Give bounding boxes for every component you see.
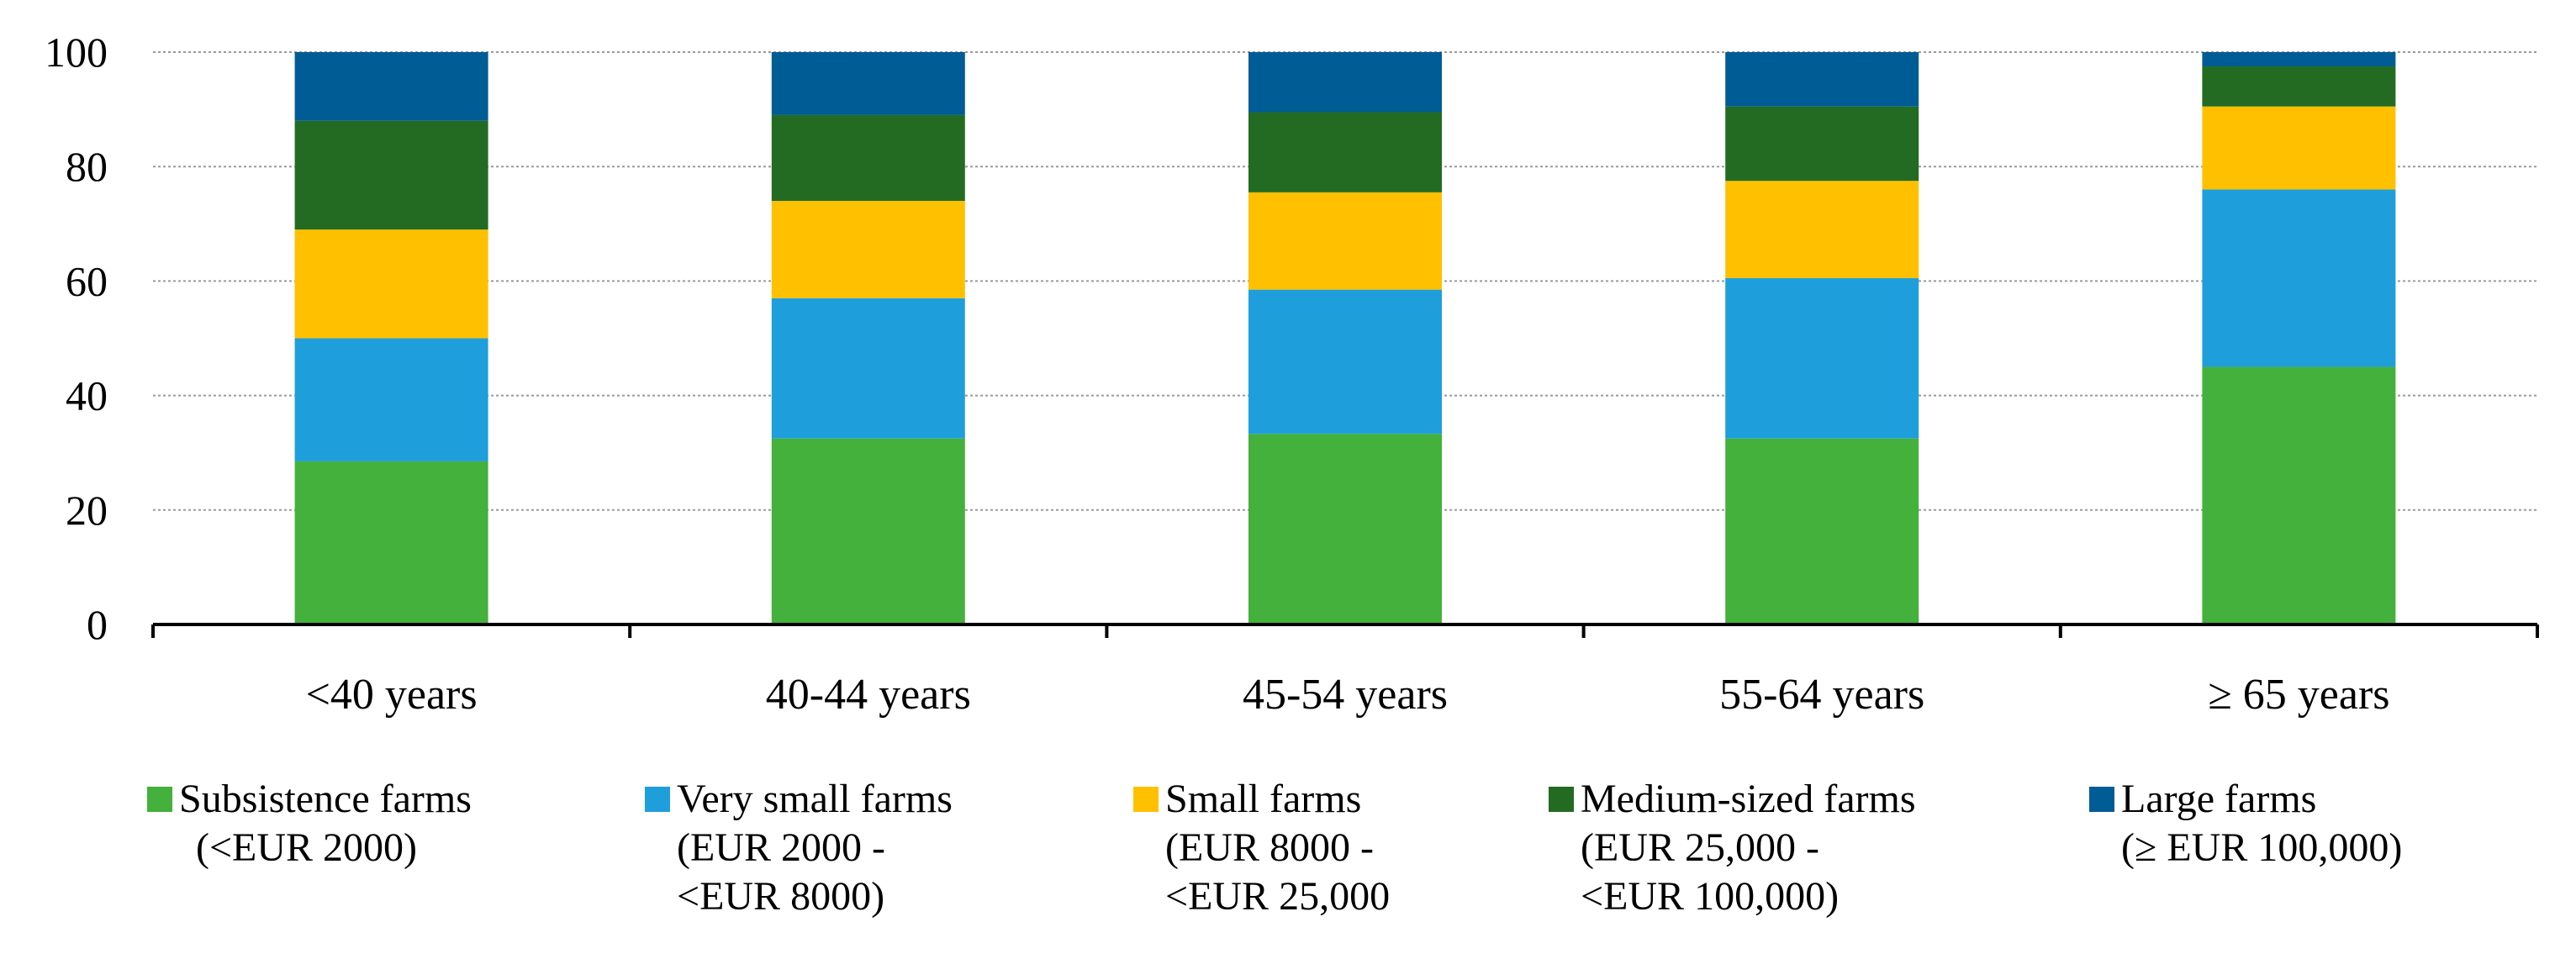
bar-4-series-0 <box>2202 366 2396 624</box>
y-tick-label-20: 20 <box>66 487 108 534</box>
bar-2-series-3 <box>1248 112 1442 192</box>
bar-3-series-1 <box>1725 277 1919 439</box>
bar-2-series-0 <box>1248 434 1442 624</box>
bar-3-series-0 <box>1725 438 1919 624</box>
x-tick-label-1: 40-44 years <box>766 671 971 719</box>
bar-1-series-3 <box>771 114 965 202</box>
x-tick-label-4: ≥ 65 years <box>2208 671 2389 719</box>
bar-2-series-1 <box>1248 289 1442 435</box>
bar-4-series-4 <box>2202 52 2396 67</box>
x-tick-label-3: 55-64 years <box>1719 671 1924 719</box>
bar-4-series-3 <box>2202 66 2396 107</box>
bar-1-series-0 <box>771 438 965 624</box>
bar-1-series-2 <box>771 201 965 298</box>
bar-0-series-3 <box>294 120 488 230</box>
x-tick-label-0: <40 years <box>306 671 478 719</box>
y-tick-label-100: 100 <box>45 29 108 76</box>
y-tick-label-60: 60 <box>66 257 108 304</box>
bar-1-series-4 <box>771 52 965 115</box>
y-tick-label-0: 0 <box>87 601 108 648</box>
y-tick-label-80: 80 <box>66 143 108 190</box>
bar-2-series-4 <box>1248 52 1442 113</box>
bar-4-series-1 <box>2202 189 2396 367</box>
bar-1-series-1 <box>771 298 965 439</box>
x-tick-label-2: 45-54 years <box>1243 671 1448 719</box>
bar-0-series-4 <box>294 52 488 121</box>
bar-0-series-1 <box>294 338 488 461</box>
bar-0-series-2 <box>294 229 488 339</box>
bar-3-series-4 <box>1725 52 1919 107</box>
bar-0-series-0 <box>294 461 488 624</box>
y-tick-label-40: 40 <box>66 372 108 419</box>
bar-3-series-3 <box>1725 106 1919 182</box>
bar-3-series-2 <box>1725 181 1919 278</box>
bar-2-series-2 <box>1248 192 1442 290</box>
bar-4-series-2 <box>2202 106 2396 190</box>
